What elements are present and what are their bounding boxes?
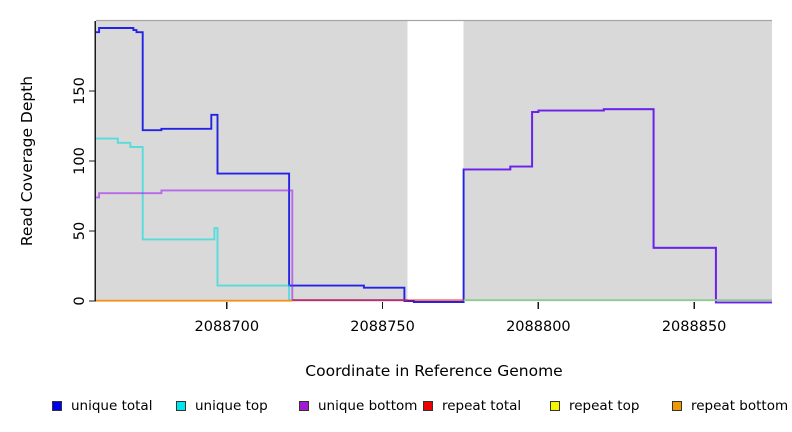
legend-swatch-icon xyxy=(299,401,309,411)
y-tick-label: 100 xyxy=(72,147,88,175)
x-tick-label: 2088700 xyxy=(195,319,260,335)
y-tick-label: 0 xyxy=(72,296,88,305)
legend-label: repeat top xyxy=(569,398,640,414)
x-tick-label: 2088750 xyxy=(350,319,415,335)
y-tick-label: 150 xyxy=(72,77,88,105)
legend-item-repeat-total: repeat total xyxy=(423,398,521,414)
legend-swatch-icon xyxy=(423,401,433,411)
legend-label: repeat total xyxy=(442,398,522,414)
legend: unique total unique top unique bottom repea… xyxy=(0,398,792,418)
plot-background-band xyxy=(463,21,772,301)
series-line-unique-bottom xyxy=(96,189,408,302)
legend-label: unique total xyxy=(71,398,153,414)
series-line-unique-bottom xyxy=(463,108,772,304)
legend-label: repeat bottom xyxy=(691,398,789,414)
y-tick-label: 50 xyxy=(72,222,88,240)
legend-item-unique-total: unique total xyxy=(52,398,152,414)
series-line-unique-top xyxy=(96,137,408,302)
plot-background-band xyxy=(96,21,408,301)
legend-swatch-icon xyxy=(672,401,682,411)
legend-item-unique-top: unique top xyxy=(176,398,268,414)
x-tick-label: 2088850 xyxy=(662,319,727,335)
x-axis-title: Coordinate in Reference Genome xyxy=(305,362,563,380)
legend-label: unique bottom xyxy=(318,398,418,414)
x-tick-label: 2088800 xyxy=(506,319,571,335)
legend-swatch-icon xyxy=(176,401,186,411)
legend-item-unique-bottom: unique bottom xyxy=(299,398,417,414)
y-axis-title: Read Coverage Depth xyxy=(18,75,36,247)
legend-label: unique top xyxy=(195,398,268,414)
legend-swatch-icon xyxy=(550,401,560,411)
legend-swatch-icon xyxy=(52,401,62,411)
legend-item-repeat-bottom: repeat bottom xyxy=(672,398,788,414)
legend-item-repeat-top: repeat top xyxy=(550,398,639,414)
